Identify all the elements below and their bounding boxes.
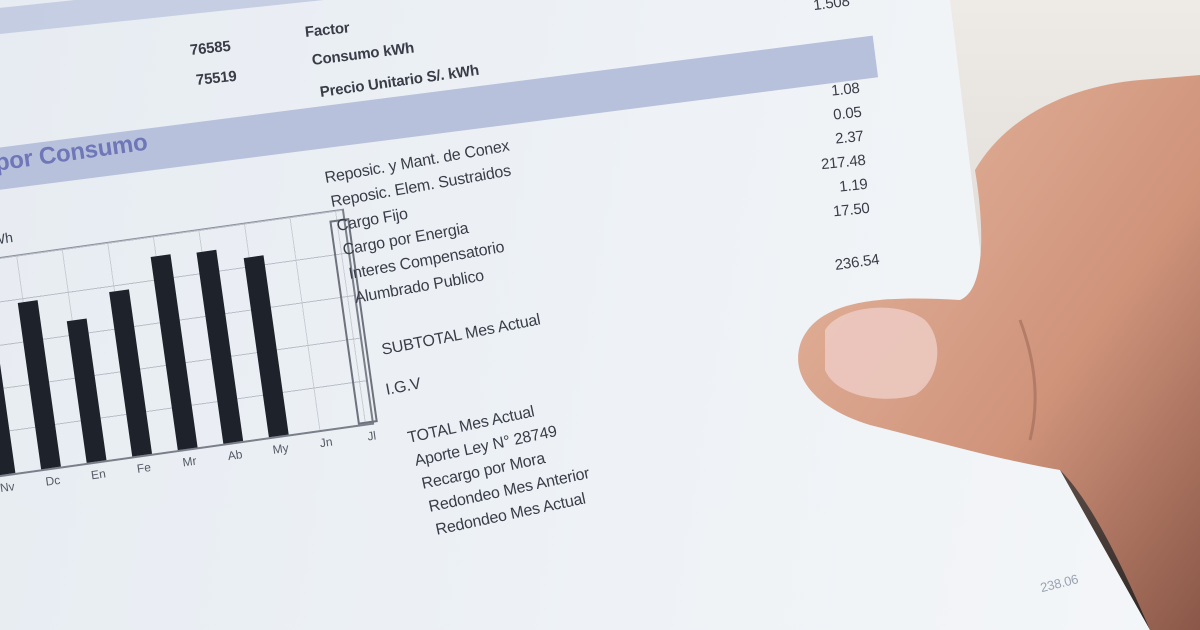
knuckle-crease bbox=[1018, 319, 1037, 441]
hand-skin bbox=[798, 75, 1200, 630]
thumbnail bbox=[825, 307, 938, 399]
